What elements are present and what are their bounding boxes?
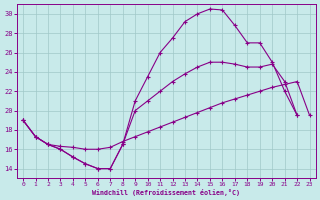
X-axis label: Windchill (Refroidissement éolien,°C): Windchill (Refroidissement éolien,°C) <box>92 189 240 196</box>
